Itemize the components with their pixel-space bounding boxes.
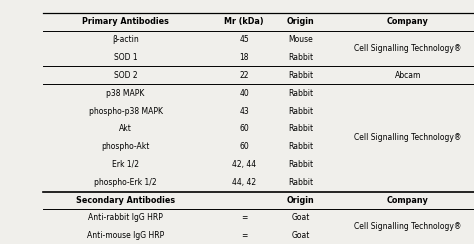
Text: 43: 43 — [239, 107, 249, 115]
Text: SOD 2: SOD 2 — [114, 71, 137, 80]
Text: Primary Antibodies: Primary Antibodies — [82, 18, 169, 26]
Text: Secondary Antibodies: Secondary Antibodies — [76, 196, 175, 204]
Text: p38 MAPK: p38 MAPK — [107, 89, 145, 98]
Text: Rabbit: Rabbit — [288, 160, 314, 169]
Text: 40: 40 — [239, 89, 249, 98]
Text: Cell Signalling Technology®: Cell Signalling Technology® — [354, 133, 461, 142]
Text: Cell Signalling Technology®: Cell Signalling Technology® — [354, 222, 461, 231]
Text: Rabbit: Rabbit — [288, 124, 314, 133]
Text: 45: 45 — [239, 35, 249, 44]
Text: phospho-p38 MAPK: phospho-p38 MAPK — [89, 107, 163, 115]
Text: 60: 60 — [239, 142, 249, 151]
Text: Anti-mouse IgG HRP: Anti-mouse IgG HRP — [87, 231, 164, 240]
Text: phospho-Erk 1/2: phospho-Erk 1/2 — [94, 178, 157, 187]
Text: Company: Company — [387, 196, 428, 204]
Text: 18: 18 — [239, 53, 249, 62]
Text: phospho-Akt: phospho-Akt — [101, 142, 150, 151]
Text: Goat: Goat — [292, 231, 310, 240]
Text: Cell Signalling Technology®: Cell Signalling Technology® — [354, 44, 461, 53]
Text: Rabbit: Rabbit — [288, 107, 314, 115]
Text: Company: Company — [387, 18, 428, 26]
Text: 42, 44: 42, 44 — [232, 160, 256, 169]
Text: Rabbit: Rabbit — [288, 53, 314, 62]
Text: Rabbit: Rabbit — [288, 89, 314, 98]
Text: Goat: Goat — [292, 214, 310, 222]
Text: =: = — [241, 214, 247, 222]
Text: Akt: Akt — [119, 124, 132, 133]
Text: β-actin: β-actin — [112, 35, 139, 44]
Text: 44, 42: 44, 42 — [232, 178, 256, 187]
Text: Rabbit: Rabbit — [288, 71, 314, 80]
Text: Mr (kDa): Mr (kDa) — [224, 18, 264, 26]
Text: Anti-rabbit IgG HRP: Anti-rabbit IgG HRP — [88, 214, 163, 222]
Text: 22: 22 — [239, 71, 249, 80]
Text: =: = — [241, 231, 247, 240]
Text: 60: 60 — [239, 124, 249, 133]
Text: Mouse: Mouse — [289, 35, 313, 44]
Text: Erk 1/2: Erk 1/2 — [112, 160, 139, 169]
Text: Rabbit: Rabbit — [288, 178, 314, 187]
Text: SOD 1: SOD 1 — [114, 53, 137, 62]
Text: Origin: Origin — [287, 18, 315, 26]
Text: Rabbit: Rabbit — [288, 142, 314, 151]
Text: Origin: Origin — [287, 196, 315, 204]
Text: Abcam: Abcam — [394, 71, 421, 80]
